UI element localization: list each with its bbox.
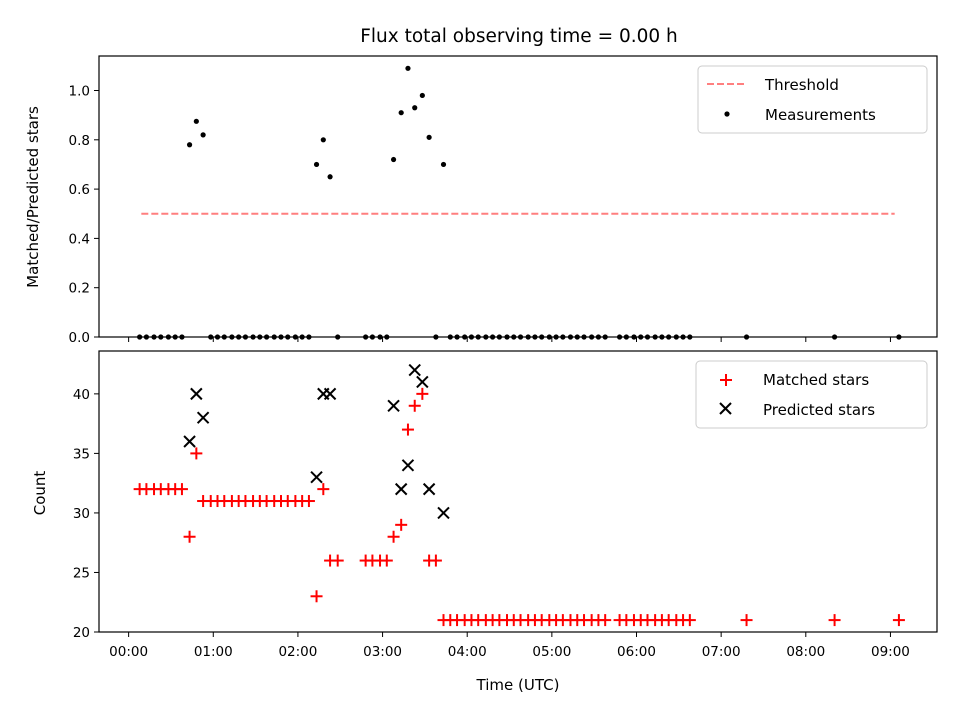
legend-matched-label: Matched stars: [763, 371, 869, 389]
matched-star-marker: [331, 554, 344, 567]
matched-star-marker: [828, 614, 841, 627]
bottom-y-tick-label: 25: [73, 565, 90, 581]
top-y-axis-label: Matched/Predicted stars: [24, 106, 42, 288]
matched-star-marker: [310, 590, 323, 603]
top-y-ticks: 0.0 0.2 0.4 0.6 0.8 1.0: [69, 84, 99, 346]
measurement-point: [398, 110, 404, 116]
top-x-ticks: [128, 337, 891, 342]
predicted-star-marker: [387, 399, 400, 412]
predicted-star-marker: [401, 459, 415, 472]
bottom-y-axis-label: Count: [31, 471, 49, 516]
predicted-star-marker: [416, 375, 429, 389]
bottom-legend-box: [695, 360, 928, 429]
matched-star-marker: [183, 530, 196, 543]
matched-star-marker: [408, 399, 421, 412]
bottom-y-tick-label: 40: [73, 387, 90, 403]
matched-star-marker: [387, 530, 400, 543]
matched-star-marker: [892, 614, 905, 627]
chart-title: Flux total observing time = 0.00 h: [360, 26, 678, 47]
matched-star-marker: [740, 614, 753, 627]
x-tick-label: 05:00: [532, 644, 571, 660]
predicted-star-marker: [196, 411, 210, 424]
legend-predicted-label: Predicted stars: [763, 401, 875, 419]
legend-measurements-label: Measurements: [765, 106, 876, 124]
matched-star-marker: [429, 554, 442, 567]
measurement-point: [405, 65, 411, 71]
predicted-star-marker: [310, 471, 323, 484]
bottom-y-ticks: 20 25 30 35 40: [73, 387, 99, 641]
x-axis-label: Time (UTC): [476, 676, 560, 694]
measurement-point: [200, 132, 206, 138]
legend-threshold-label: Threshold: [764, 76, 839, 94]
x-tick-label: 04:00: [448, 644, 487, 660]
matched-star-marker: [317, 483, 330, 496]
bottom-x-ticks: 00:00 01:00 02:00 03:00 04:00 05:00 06:00 07:00…: [109, 632, 910, 660]
measurement-point: [426, 134, 432, 140]
measurement-point: [412, 105, 418, 111]
measurement-point: [320, 137, 326, 143]
x-tick-label: 09:00: [871, 644, 910, 660]
measurement-point: [390, 156, 397, 163]
x-tick-label: 07:00: [702, 644, 741, 660]
predicted-star-marker: [437, 506, 450, 520]
bottom-y-tick-label: 30: [73, 506, 90, 522]
x-tick-label: 01:00: [194, 644, 233, 660]
predicted-star-marker: [183, 435, 196, 448]
bottom-y-tick-label: 20: [73, 625, 90, 641]
x-tick-label: 08:00: [786, 644, 825, 660]
measurement-point: [327, 174, 333, 180]
top-y-tick-label: 0.2: [69, 281, 90, 297]
top-y-tick-label: 1.0: [69, 84, 90, 100]
x-tick-label: 03:00: [363, 644, 402, 660]
top-y-tick-label: 0.6: [69, 182, 90, 198]
x-tick-label: 06:00: [617, 644, 656, 660]
matched-star-marker: [395, 518, 408, 531]
bottom-plot-area: [133, 363, 905, 627]
matched-star-marker: [416, 387, 429, 400]
legend-matched-swatch: [720, 374, 732, 386]
bottom-panel: 20 25 30 35 40 00:00 01:00 02:00 03:00 04:00 05:0…: [31, 350, 938, 694]
predicted-star-marker: [422, 482, 436, 496]
top-axes-frame: [98, 55, 938, 338]
measurement-point: [440, 161, 447, 168]
measurement-point: [313, 161, 320, 168]
measurement-point: [419, 92, 425, 99]
matched-star-marker: [302, 495, 315, 508]
predicted-star-marker: [190, 387, 203, 401]
x-tick-label: 02:00: [278, 644, 317, 660]
predicted-star-marker: [408, 363, 421, 377]
bottom-legend: Matched stars Predicted stars: [695, 360, 928, 429]
top-y-tick-label: 0.0: [69, 330, 90, 346]
bottom-y-tick-label: 35: [73, 446, 90, 462]
matched-star-marker: [380, 554, 393, 567]
top-legend: Threshold Measurements: [697, 65, 928, 134]
x-tick-label: 00:00: [109, 644, 148, 660]
bottom-axes-frame: [98, 350, 938, 633]
predicted-star-marker: [394, 482, 408, 496]
top-y-tick-label: 0.4: [69, 231, 90, 247]
top-y-tick-label: 0.8: [69, 133, 90, 149]
legend-measurements-swatch: [724, 111, 730, 117]
matched-star-marker: [683, 614, 696, 627]
predicted-star-marker: [323, 387, 337, 401]
measurement-point: [186, 142, 193, 148]
legend-predicted-swatch: [719, 402, 732, 415]
matched-star-marker: [401, 423, 414, 436]
top-panel: 0.0 0.2 0.4 0.6 0.8 1.0 Matched/Predicted sta…: [24, 55, 938, 346]
matched-star-marker: [190, 447, 203, 460]
matched-star-marker: [175, 483, 188, 496]
measurement-point: [193, 118, 199, 124]
top-legend-box: [697, 65, 928, 134]
matched-star-marker: [599, 614, 612, 627]
